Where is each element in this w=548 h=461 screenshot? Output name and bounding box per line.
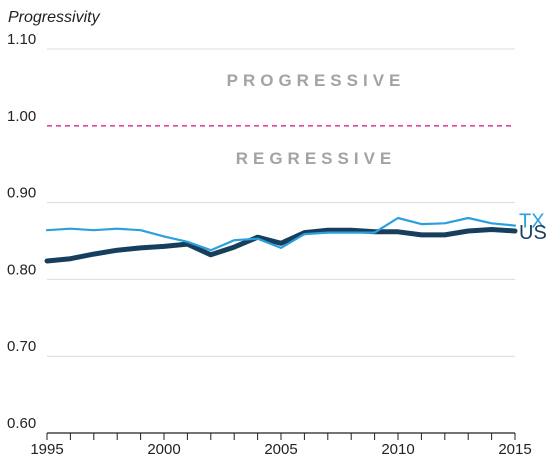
gridlines: 0.60 0.70 0.80 0.90 1.00 1.10 [7,31,515,432]
series-line-us [44,227,518,264]
series-label-us: US [519,222,547,244]
zone-label-regressive: REGRESSIVE [236,149,397,168]
x-axis: 1995 2000 2005 2010 2015 [30,432,532,458]
x-tick-label-1995: 1995 [30,441,63,458]
zone-labels: PROGRESSIVE REGRESSIVE [227,71,406,168]
y-axis-title: Progressivity [8,9,101,26]
y-tick-label-0.60: 0.60 [7,415,36,432]
series-label-tx: TX [519,211,545,233]
y-tick-label-0.80: 0.80 [7,261,36,278]
series-lines [44,216,518,264]
x-tick-label-2015: 2015 [498,441,531,458]
y-tick-label-1.10: 1.10 [7,31,36,48]
zone-label-progressive: PROGRESSIVE [227,71,406,90]
y-tick-label-0.70: 0.70 [7,338,36,355]
x-tick-label-2005: 2005 [264,441,297,458]
series-line-tx [45,216,517,252]
y-tick-label-0.90: 0.90 [7,185,36,202]
y-tick-label-1.00: 1.00 [7,108,36,125]
x-tick-label-2000: 2000 [147,441,180,458]
x-tick-label-2010: 2010 [381,441,414,458]
